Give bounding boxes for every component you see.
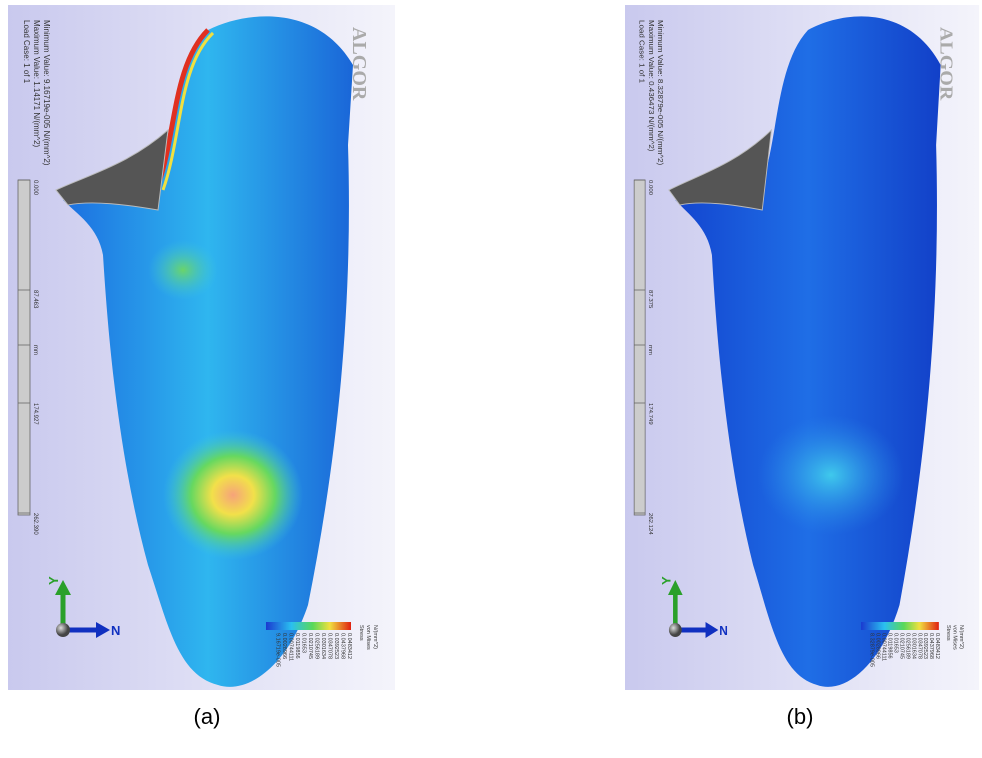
legend-value: 0.00744111 xyxy=(881,633,887,661)
legend-colorbar xyxy=(266,622,351,630)
axis-label: N xyxy=(111,623,120,638)
axis-label: N xyxy=(719,624,728,639)
legend-value: 0.0347078 xyxy=(327,633,333,659)
legend-title: N/(mm^2) xyxy=(958,625,964,649)
axis-label: Y xyxy=(660,576,673,585)
info-text: Minimum Value: 8.32879e-005 N/(mm^2) xyxy=(656,20,665,166)
legend-title: N/(mm^2) xyxy=(372,625,378,649)
legend-value: 0.01653 xyxy=(301,633,307,653)
legend-value: 0.0256189 xyxy=(314,633,320,659)
scale-label: mm xyxy=(647,345,653,355)
legend-title: Stress xyxy=(945,625,951,641)
legend-value: 9.16719e-005 xyxy=(275,633,281,667)
legend-title: Stress xyxy=(358,625,364,641)
info-text: Maximum Value: 0.436473 N/(mm^2) xyxy=(647,20,656,152)
scale-label: 262.390 xyxy=(32,513,38,535)
legend-value: 0.00744111 xyxy=(288,633,294,661)
axis-label: Y xyxy=(46,576,61,585)
info-text: Load Case: 1 of 1 xyxy=(22,20,31,84)
legend-value: 0.0119856 xyxy=(887,633,893,659)
legend-title: von Mises xyxy=(365,625,371,650)
logo: ALGOR xyxy=(936,27,956,100)
legend-value: 0.0483412 xyxy=(346,633,352,659)
legend-value: 8.32879e-005 xyxy=(869,633,875,667)
stress-region xyxy=(163,430,303,560)
scale-label: 87.375 xyxy=(647,290,653,308)
scale-label: 174.749 xyxy=(647,403,653,425)
legend-value: 0.0210745 xyxy=(307,633,313,659)
legend-value: 0.0256189 xyxy=(904,633,910,659)
legend-value: 0.0392523 xyxy=(333,633,339,659)
scale-label: 174.927 xyxy=(32,403,38,425)
legend-value: 0.0210745 xyxy=(899,633,905,659)
info-text: Minimum Value: 9.16719e-005 N/(mm^2) xyxy=(42,20,51,166)
scale-label: 87.463 xyxy=(32,290,38,309)
legend-value: 0.0028966 xyxy=(875,633,881,659)
scale-label: 262.124 xyxy=(647,513,653,536)
legend-value: 0.0119856 xyxy=(294,633,300,659)
legend-value: 0.0437968 xyxy=(928,633,934,659)
stress-region xyxy=(148,240,218,300)
axis-origin xyxy=(669,623,682,637)
legend-title: von Mises xyxy=(952,625,958,650)
caption: (a) xyxy=(194,704,221,729)
info-text: Maximum Value: 1.14171 N/(mm^2) xyxy=(32,20,41,148)
stress-region xyxy=(758,415,904,535)
logo: ALGOR xyxy=(348,27,370,101)
legend-value: 0.0392523 xyxy=(922,633,928,659)
legend-value: 0.0437968 xyxy=(340,633,346,659)
figure: Load Case: 1 of 1Maximum Value: 1.14171 … xyxy=(0,0,982,758)
legend-value: 0.0347078 xyxy=(916,633,922,659)
legend-value: 0.0301634 xyxy=(320,633,326,659)
scale-bar xyxy=(634,180,645,515)
legend-value: 0.01653 xyxy=(893,633,899,653)
caption: (b) xyxy=(787,704,814,729)
legend-value: 0.0028966 xyxy=(281,633,287,659)
scale-label: 0.000 xyxy=(647,180,653,195)
axis-origin xyxy=(56,623,70,637)
scale-bar xyxy=(18,180,30,515)
scale-label: 0.000 xyxy=(32,180,38,196)
info-text: Load Case: 1 of 1 xyxy=(638,20,647,83)
legend-value: 0.0301634 xyxy=(910,633,916,659)
legend-value: 0.0483412 xyxy=(934,633,940,659)
scale-label: mm xyxy=(32,345,38,355)
legend-colorbar xyxy=(861,622,939,630)
